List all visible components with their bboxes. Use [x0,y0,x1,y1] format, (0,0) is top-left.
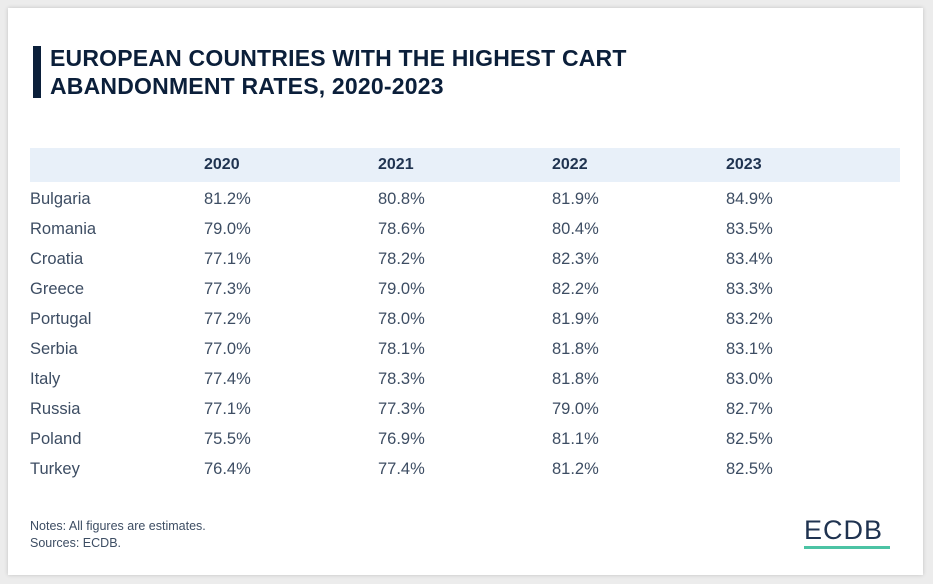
value-cell: 83.4% [726,250,773,268]
footnotes: Notes: All figures are estimates. Source… [30,518,206,552]
value-cell: 79.0% [204,220,251,238]
value-cell: 78.1% [378,340,425,358]
header-year-2023: 2023 [726,156,762,173]
chart-title: EUROPEAN COUNTRIES WITH THE HIGHEST CART… [50,45,627,99]
table-row: Russia 77.1% 77.3% 79.0% 82.7% [30,394,900,424]
value-cell: 77.2% [204,310,251,328]
value-cell: 81.2% [552,460,599,478]
value-cell: 82.5% [726,460,773,478]
value-cell: 80.8% [378,190,425,208]
value-cell: 81.9% [552,310,599,328]
country-cell: Portugal [30,310,92,328]
country-cell: Turkey [30,460,80,478]
value-cell: 77.1% [204,250,251,268]
value-cell: 77.1% [204,400,251,418]
value-cell: 79.0% [552,400,599,418]
value-cell: 82.5% [726,430,773,448]
value-cell: 83.2% [726,310,773,328]
value-cell: 78.3% [378,370,425,388]
table-body: Bulgaria 81.2% 80.8% 81.9% 84.9% Romania 79.0%… [30,184,900,484]
country-cell: Romania [30,220,97,238]
country-cell: Poland [30,430,82,448]
country-cell: Italy [30,370,61,388]
value-cell: 83.1% [726,340,773,358]
country-cell: Croatia [30,250,84,268]
notes-text: Notes: All figures are estimates. [30,519,206,533]
value-cell: 77.0% [204,340,251,358]
table-row: Portugal 77.2% 78.0% 81.9% 83.2% [30,304,900,334]
table-row: Serbia 77.0% 78.1% 81.8% 83.1% [30,334,900,364]
value-cell: 77.3% [204,280,251,298]
value-cell: 78.2% [378,250,425,268]
value-cell: 81.9% [552,190,599,208]
value-cell: 76.4% [204,460,251,478]
sources-text: Sources: ECDB. [30,536,122,550]
table-row: Bulgaria 81.2% 80.8% 81.9% 84.9% [30,184,900,214]
value-cell: 77.3% [378,400,425,418]
title-accent-bar [33,46,41,98]
logo-text: ECDB [804,515,884,545]
value-cell: 81.1% [552,430,599,448]
table-row: Romania 79.0% 78.6% 80.4% 83.5% [30,214,900,244]
value-cell: 82.2% [552,280,599,298]
value-cell: 78.6% [378,220,425,238]
value-cell: 79.0% [378,280,425,298]
header-year-2022: 2022 [552,156,588,173]
value-cell: 75.5% [204,430,251,448]
table-row: Croatia 77.1% 78.2% 82.3% 83.4% [30,244,900,274]
value-cell: 81.2% [204,190,251,208]
value-cell: 80.4% [552,220,599,238]
table-header: 2020 2021 2022 2023 [30,148,900,182]
value-cell: 83.5% [726,220,773,238]
chart-card: EUROPEAN COUNTRIES WITH THE HIGHEST CART… [8,8,923,575]
value-cell: 77.4% [378,460,425,478]
ecdb-logo: ECDB [804,516,890,549]
value-cell: 83.3% [726,280,773,298]
country-cell: Bulgaria [30,190,91,208]
value-cell: 76.9% [378,430,425,448]
country-cell: Russia [30,400,81,418]
header-year-2021: 2021 [378,156,414,173]
value-cell: 82.7% [726,400,773,418]
table-row: Italy 77.4% 78.3% 81.8% 83.0% [30,364,900,394]
value-cell: 82.3% [552,250,599,268]
value-cell: 78.0% [378,310,425,328]
header-year-2020: 2020 [204,156,240,173]
logo-underline [804,546,890,549]
value-cell: 77.4% [204,370,251,388]
table-row: Poland 75.5% 76.9% 81.1% 82.5% [30,424,900,454]
value-cell: 81.8% [552,370,599,388]
value-cell: 84.9% [726,190,773,208]
country-cell: Greece [30,280,85,298]
value-cell: 83.0% [726,370,773,388]
table-row: Turkey 76.4% 77.4% 81.2% 82.5% [30,454,900,484]
table-row: Greece 77.3% 79.0% 82.2% 83.3% [30,274,900,304]
value-cell: 81.8% [552,340,599,358]
data-table: 2020 2021 2022 2023 Bulgaria 81.2% 80.8% 81.9%… [30,148,900,484]
country-cell: Serbia [30,340,78,358]
